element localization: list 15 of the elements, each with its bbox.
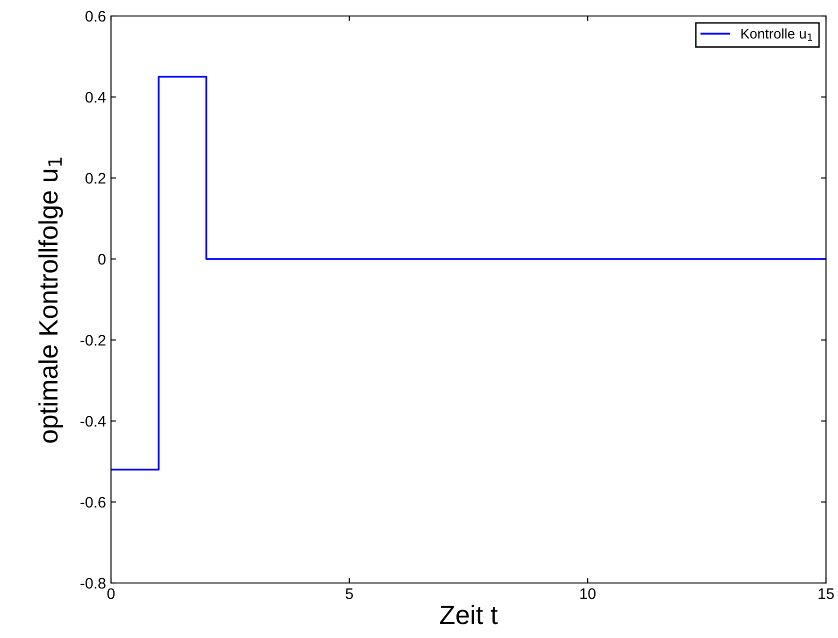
y-tick-label: 0.2 [86, 172, 106, 184]
y-axis-title: optimale Kontrollfolge u$_{1}$ [38, 158, 63, 443]
y-tick-label: -0.6 [80, 496, 106, 508]
y-tick-label: -0.8 [80, 578, 106, 589]
x-axis-title: Zeit t [440, 604, 498, 624]
y-tick-label: 0 [98, 254, 106, 265]
y-tick-label: -0.2 [80, 334, 106, 346]
legend-label: Kontrolle u$_{1}$ [741, 28, 812, 41]
y-tick-label: 0.6 [86, 10, 106, 22]
x-tick-label: 0 [107, 588, 115, 600]
x-tick-label: 15 [818, 588, 834, 600]
y-tick-label: -0.4 [80, 416, 106, 427]
x-tick-label: 5 [346, 588, 353, 600]
y-tick-label: 0.4 [86, 92, 106, 103]
x-tick-label: 10 [580, 588, 596, 600]
